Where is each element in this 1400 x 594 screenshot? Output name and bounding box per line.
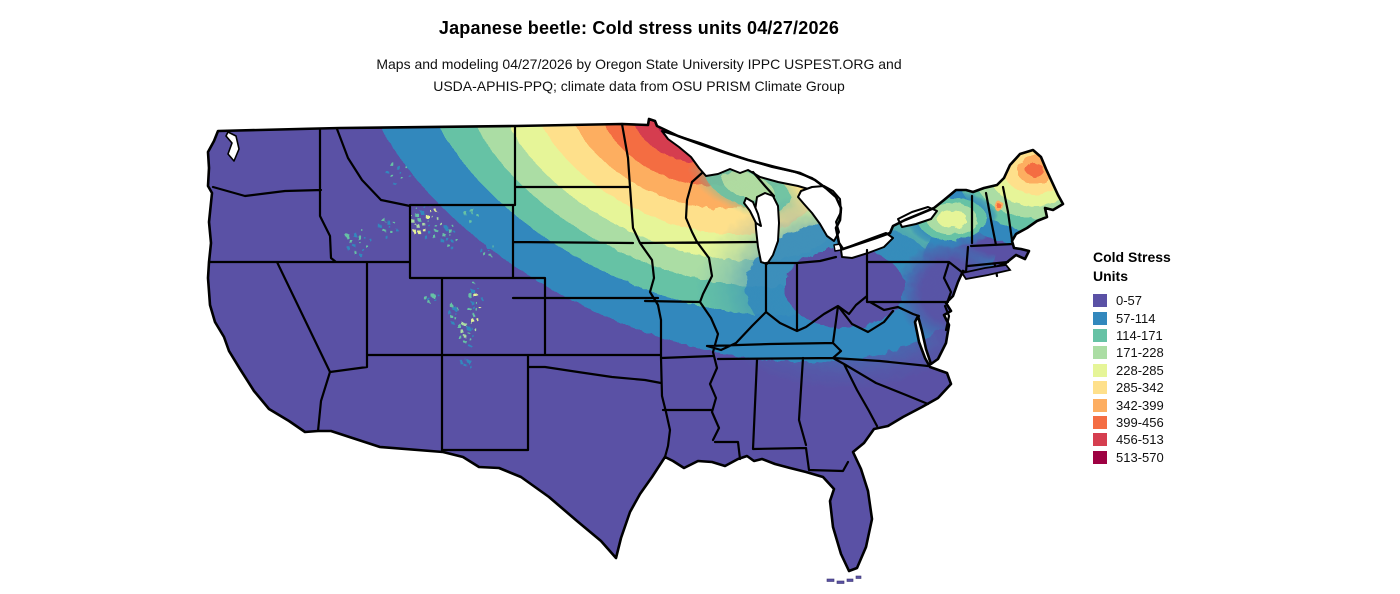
legend-item: 0-57 <box>1093 292 1393 309</box>
legend-swatch <box>1093 415 1107 429</box>
legend-item: 456-513 <box>1093 431 1393 448</box>
legend-item: 399-456 <box>1093 414 1393 431</box>
long-island <box>960 264 1012 280</box>
legend-item: 285-342 <box>1093 379 1393 396</box>
legend-item: 342-399 <box>1093 396 1393 413</box>
legend-swatch <box>1093 294 1107 308</box>
legend-label: 114-171 <box>1116 327 1163 343</box>
legend-item: 57-114 <box>1093 309 1393 326</box>
legend-swatch <box>1093 363 1107 377</box>
legend-item: 228-285 <box>1093 362 1393 379</box>
subtitle-line-1: Maps and modeling 04/27/2026 by Oregon S… <box>376 56 902 72</box>
legend-swatch <box>1093 433 1107 447</box>
state-borders <box>207 122 1015 473</box>
legend-swatch <box>1093 346 1107 360</box>
legend-title-line-2: Units <box>1093 268 1128 284</box>
legend-label: 399-456 <box>1116 414 1164 430</box>
white-mountains-spot <box>994 201 1004 211</box>
legend-label: 513-570 <box>1116 449 1164 465</box>
header: Japanese beetle: Cold stress units 04/27… <box>0 18 1278 97</box>
legend-title-line-1: Cold Stress <box>1093 249 1171 265</box>
legend-label: 171-228 <box>1116 345 1164 361</box>
legend-label: 57-114 <box>1116 310 1156 326</box>
legend-label: 285-342 <box>1116 380 1164 396</box>
legend-label: 456-513 <box>1116 432 1164 448</box>
legend: Cold Stress Units 0-57 57-114 114-171 171-2… <box>1093 248 1393 466</box>
green-bay <box>743 197 762 227</box>
subtitle-line-2: USDA-APHIS-PPQ; climate data from OSU PR… <box>433 78 845 94</box>
legend-label: 0-57 <box>1116 293 1143 309</box>
subtitle: Maps and modeling 04/27/2026 by Oregon S… <box>0 53 1278 97</box>
legend-label: 228-285 <box>1116 362 1164 378</box>
legend-swatch <box>1093 381 1107 395</box>
page-title: Japanese beetle: Cold stress units 04/27… <box>438 18 840 38</box>
legend-label: 342-399 <box>1116 397 1164 413</box>
florida-keys <box>826 575 862 584</box>
us-outline <box>206 117 1065 573</box>
legend-item: 513-570 <box>1093 449 1393 466</box>
puget-sound <box>225 131 240 162</box>
legend-swatch <box>1093 328 1107 342</box>
legend-swatch <box>1093 311 1107 325</box>
mountain-speckles <box>346 144 495 368</box>
legend-swatch <box>1093 450 1107 464</box>
legend-items: 0-57 57-114 114-171 171-228 228-285 285-342 34… <box>1093 292 1393 466</box>
legend-swatch <box>1093 398 1107 412</box>
legend-item: 171-228 <box>1093 344 1393 361</box>
legend-item: 114-171 <box>1093 327 1393 344</box>
